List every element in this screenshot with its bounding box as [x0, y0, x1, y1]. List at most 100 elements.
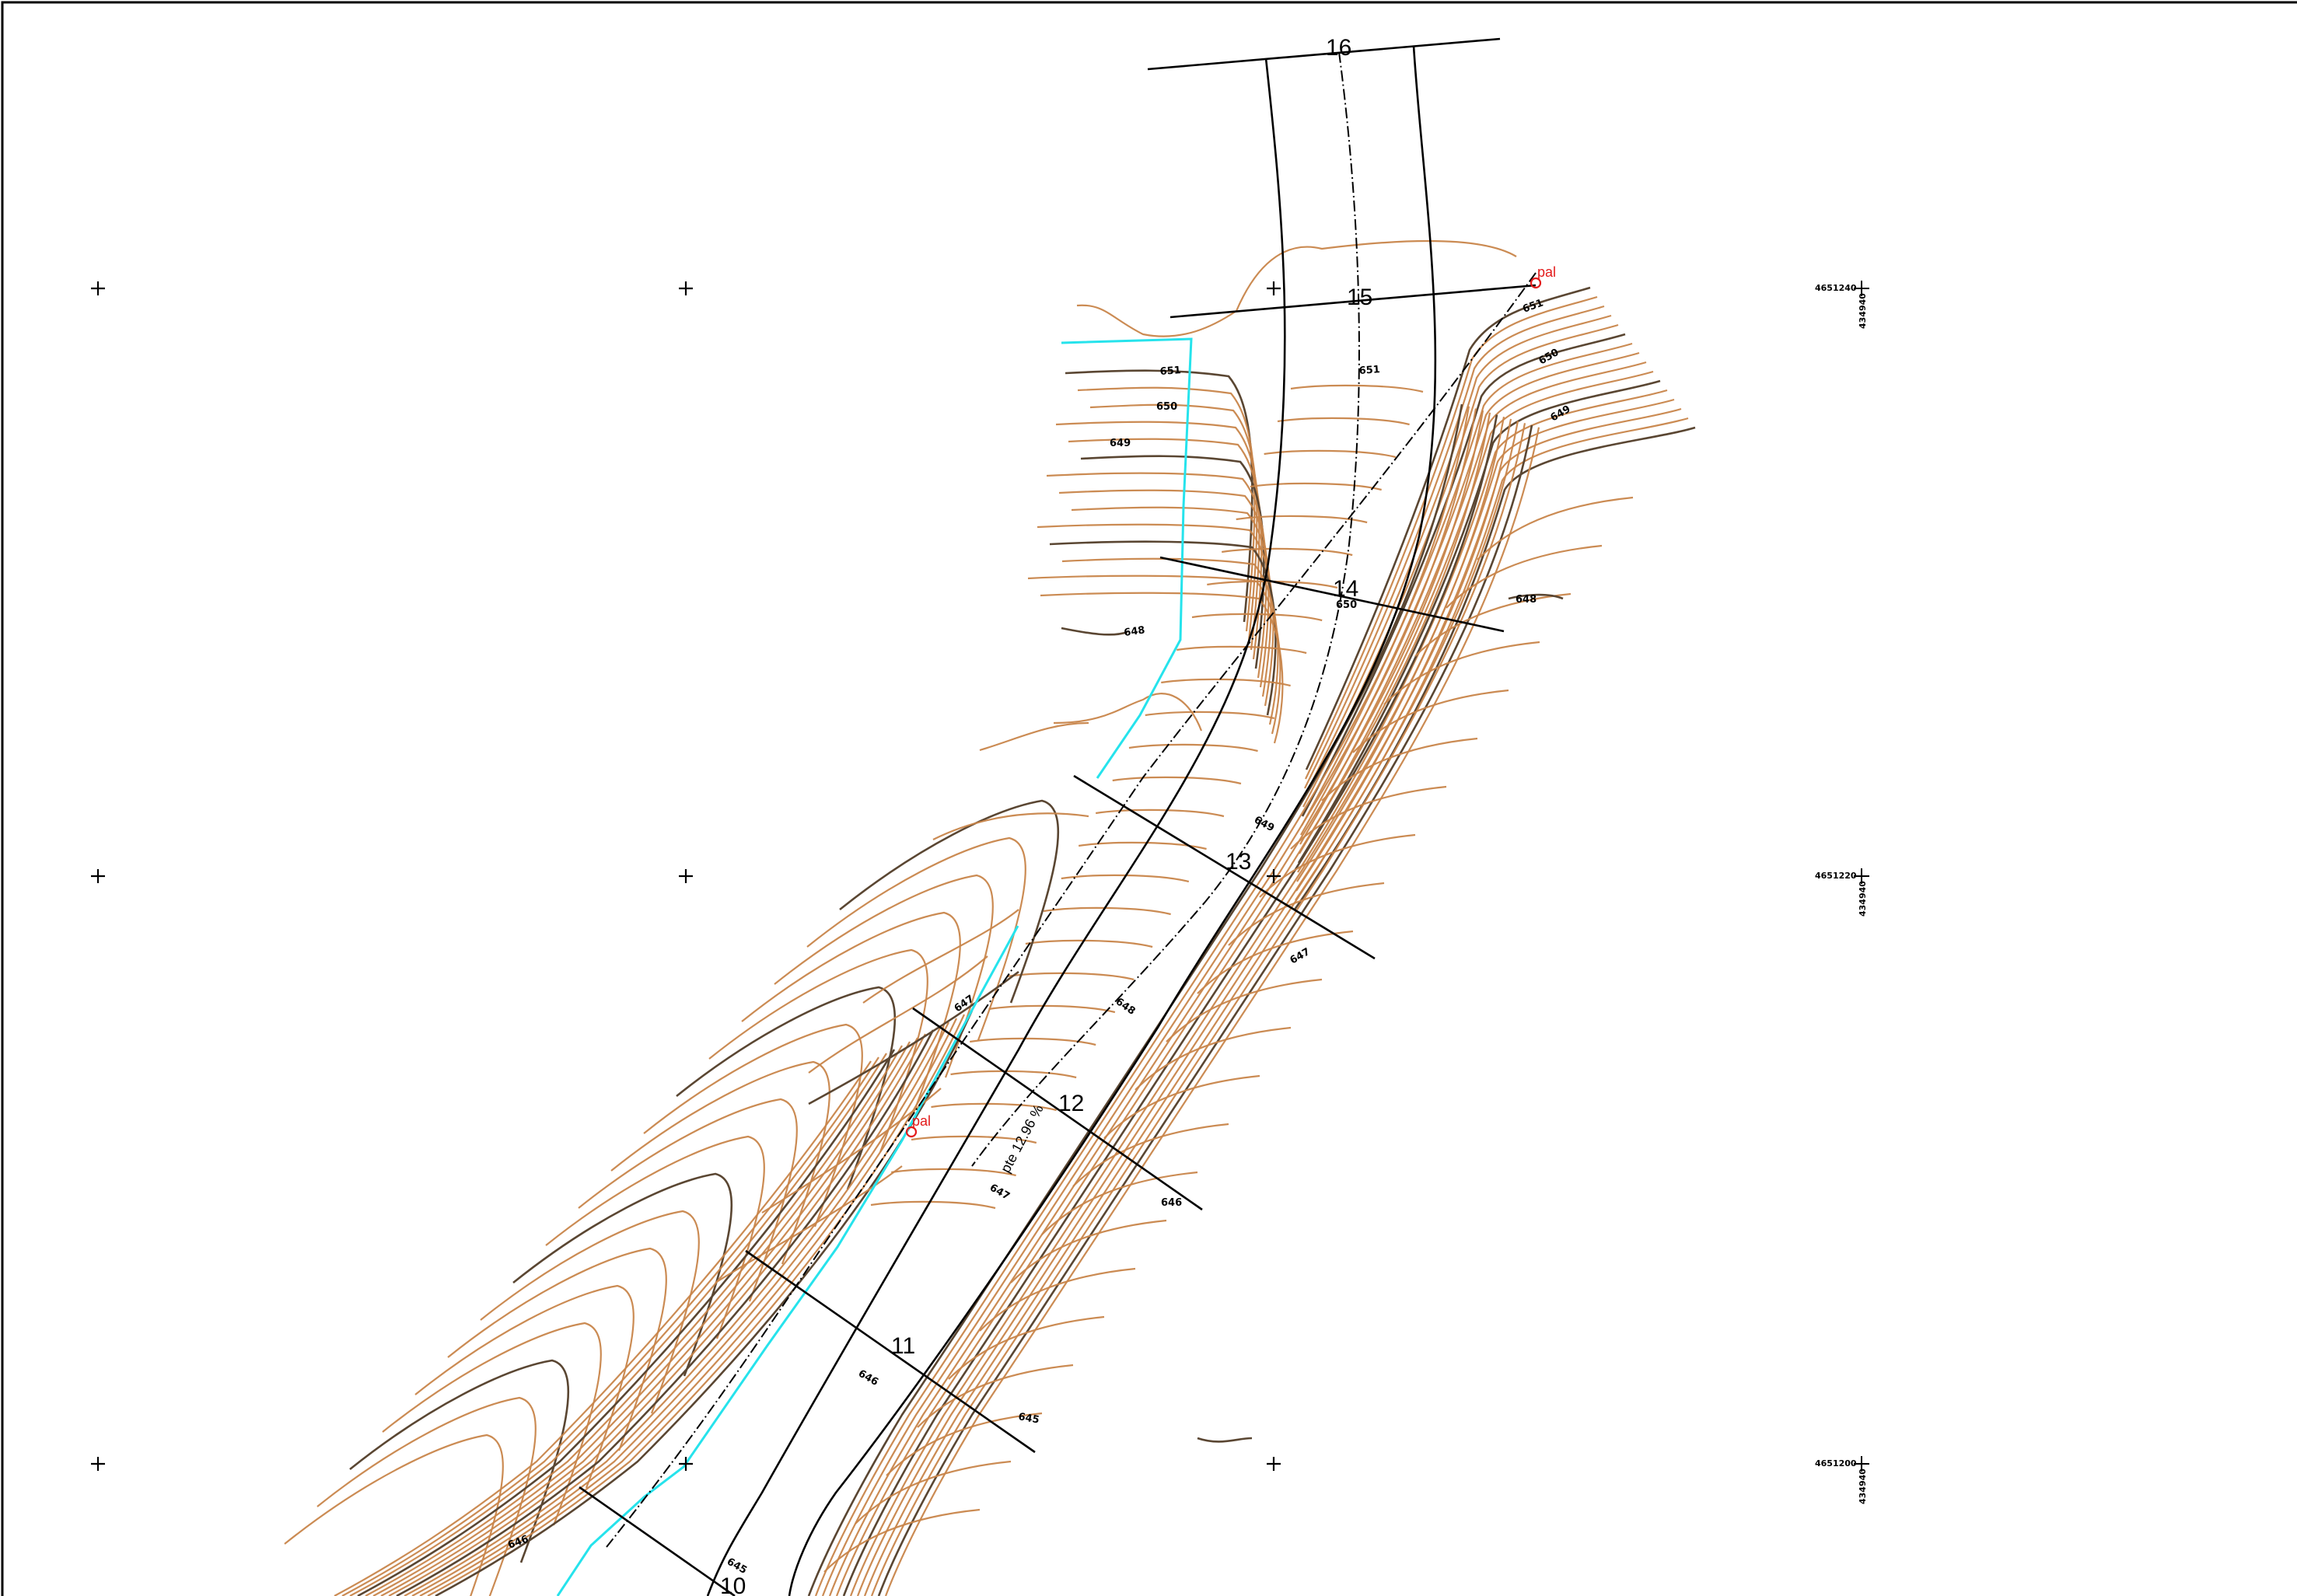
- contour-line: [1383, 641, 1540, 705]
- section-line-14: [1159, 556, 1505, 633]
- contour-line: [1061, 557, 1279, 725]
- survey-markers: pal pal: [905, 264, 1556, 1138]
- contour-line: [979, 1267, 1136, 1332]
- contour-line: [1259, 833, 1416, 898]
- property-boundary: [556, 337, 1193, 1596]
- section-label: 13: [1225, 849, 1251, 875]
- contour-line: [1293, 426, 1696, 910]
- section-label: 11: [891, 1333, 915, 1359]
- contour-line: [862, 909, 1019, 1004]
- contour-line: [1058, 489, 1270, 688]
- section-labels: 16 15 14 13 12 11 10: [720, 35, 1372, 1596]
- northing-label: 4651200: [1815, 1458, 1857, 1469]
- contour-line: [774, 874, 994, 1078]
- contour-line: [1135, 1026, 1292, 1091]
- contour-line: [1508, 593, 1564, 600]
- contour-line: [643, 1023, 863, 1228]
- contour-line: [480, 1210, 700, 1414]
- road-edges: [606, 45, 1537, 1596]
- contour-line: [419, 1018, 957, 1596]
- contour-line: [512, 1172, 733, 1377]
- contour-line: [708, 948, 928, 1153]
- contour-line: [979, 721, 1089, 752]
- elevation-label: 651: [1358, 364, 1380, 377]
- elevation-label: 647: [988, 1182, 1012, 1203]
- northing-label: 4651240: [1815, 283, 1857, 293]
- contour-line: [357, 1049, 896, 1596]
- contour-line: [1145, 711, 1275, 720]
- elevation-label: 647: [1288, 946, 1313, 967]
- contour-line: [545, 1135, 765, 1339]
- grid-crosses: [91, 281, 1281, 1471]
- section-label: 15: [1347, 285, 1372, 310]
- contour-line: [1176, 645, 1307, 655]
- contour-line: [891, 1168, 1016, 1177]
- contour-line: [380, 1037, 918, 1596]
- contour-line: [1303, 314, 1612, 798]
- contour-line: [1250, 482, 1382, 491]
- contour-line: [828, 410, 1484, 1596]
- contour-line: [372, 1041, 911, 1596]
- contour-line: [1296, 398, 1675, 882]
- contour-line: [835, 412, 1491, 1596]
- contour-line: [1290, 785, 1447, 850]
- northing-label: 4651220: [1815, 871, 1857, 881]
- contour-line: [1049, 540, 1277, 716]
- section-line-10: [579, 1486, 736, 1596]
- contour-line: [808, 970, 1019, 1105]
- elevation-label: 648: [1123, 624, 1145, 639]
- pole-label: pal: [1537, 264, 1556, 280]
- contour-line: [806, 836, 1026, 1041]
- contour-line: [1166, 978, 1323, 1042]
- easting-label: 434940: [1858, 881, 1868, 917]
- contour-line: [1041, 1171, 1198, 1235]
- contour-line: [948, 1315, 1105, 1380]
- contour-line: [1236, 515, 1368, 524]
- contour-line: [341, 1056, 879, 1596]
- section-label: 10: [720, 1573, 746, 1596]
- contour-line: [814, 406, 1470, 1596]
- boundary-upper: [1061, 337, 1193, 779]
- contour-line: [610, 1060, 830, 1265]
- contour-line: [877, 424, 1533, 1596]
- elevation-label: 645: [1017, 1411, 1040, 1426]
- contour-line: [932, 812, 1089, 840]
- contour-line: [808, 955, 988, 1074]
- easting-label: 434940: [1858, 293, 1868, 329]
- contour-line: [447, 1247, 667, 1451]
- contour-line: [1161, 678, 1291, 687]
- elevation-label: 648: [1114, 996, 1138, 1018]
- section-line-12: [912, 1007, 1203, 1211]
- coordinate-ticks: 4651240 4651220 4651200 434940 434940 43…: [1815, 281, 1869, 1504]
- contour-line: [396, 1029, 935, 1596]
- contour-line: [349, 1053, 887, 1596]
- contour-line: [414, 1284, 635, 1489]
- contour-line: [1061, 627, 1128, 636]
- contour-line: [1264, 449, 1397, 459]
- pole-label: pal: [912, 1113, 931, 1129]
- contour-line: [316, 1396, 537, 1596]
- contour-line: [917, 1364, 1074, 1428]
- contour-line: [1297, 389, 1668, 873]
- contour-line: [741, 911, 961, 1116]
- contour-line: [1046, 472, 1267, 679]
- road-right-edge: [788, 45, 1437, 1596]
- contour-line: [886, 1412, 1043, 1476]
- contour-line: [823, 1508, 981, 1573]
- elevation-label: 651: [1159, 365, 1181, 378]
- contour-line: [1025, 939, 1153, 948]
- contour-line: [856, 418, 1512, 1596]
- section-line-11: [745, 1249, 1036, 1454]
- contour-line: [1079, 841, 1207, 850]
- contour-line: [1222, 547, 1353, 557]
- elevation-label: 646: [1161, 1197, 1182, 1209]
- contour-line: [884, 427, 1540, 1596]
- contour-line: [388, 1033, 926, 1596]
- contour-line: [1277, 417, 1410, 426]
- boundary-lower: [556, 925, 1019, 1596]
- contour-line: [950, 1070, 1077, 1079]
- contour-line: [988, 1004, 1116, 1014]
- survey-line: [606, 272, 1537, 1548]
- elevation-labels: 651 651 650 649 648 650 651 650 649 648 …: [506, 297, 1572, 1577]
